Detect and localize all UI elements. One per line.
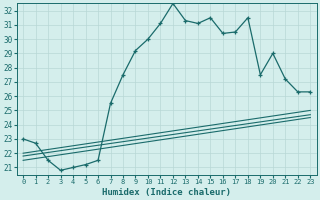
- X-axis label: Humidex (Indice chaleur): Humidex (Indice chaleur): [102, 188, 231, 197]
